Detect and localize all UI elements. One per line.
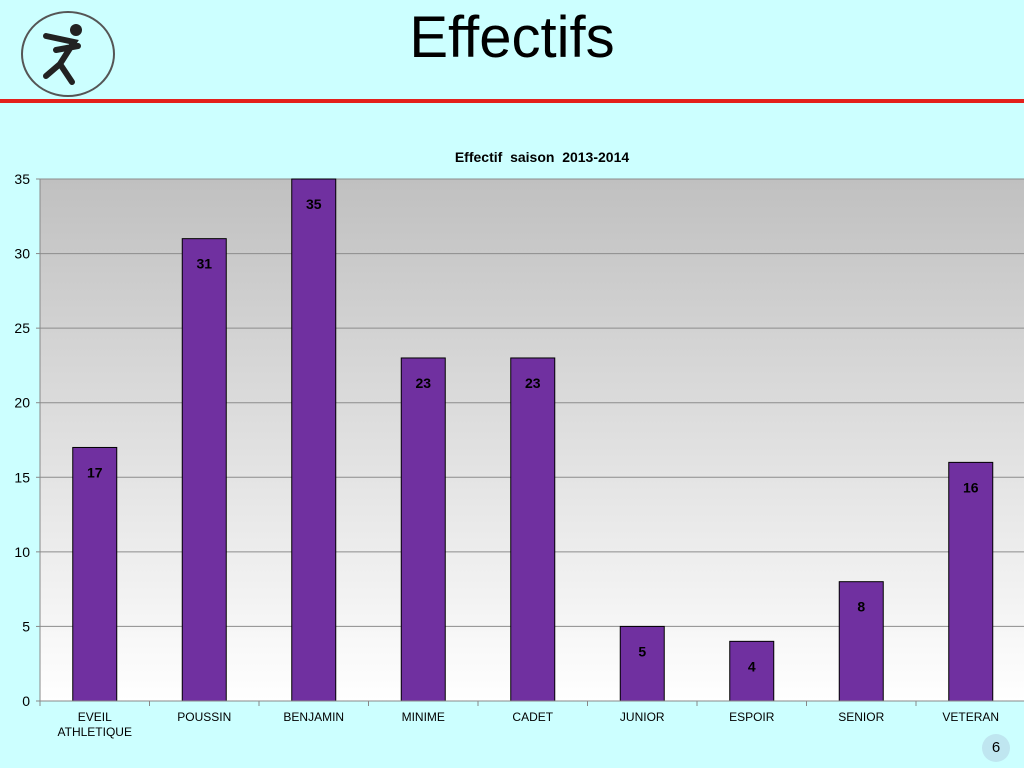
y-tick-label: 5: [22, 618, 30, 634]
x-tick-label: ESPOIR: [729, 710, 775, 724]
x-tick-label: SENIOR: [838, 710, 884, 724]
bar: [181, 238, 227, 702]
bar: [510, 357, 556, 702]
title-divider: [0, 99, 1024, 103]
y-tick-label: 10: [14, 544, 30, 560]
y-tick-label: 20: [14, 395, 30, 411]
y-tick-label: 25: [14, 320, 30, 336]
slide-title: Effectifs: [409, 5, 615, 70]
y-tick-label: 30: [14, 246, 30, 262]
bar: [619, 625, 665, 702]
y-tick-label: 15: [14, 469, 30, 485]
y-tick-label: 35: [14, 171, 30, 187]
x-tick-label: BENJAMIN: [283, 710, 344, 724]
bar: [400, 357, 446, 702]
bar: [729, 640, 775, 702]
x-tick-label: JUNIOR: [620, 710, 665, 724]
data-label: 5: [638, 643, 646, 659]
data-label: 23: [525, 375, 541, 391]
bar: [948, 461, 994, 702]
data-label: 4: [748, 658, 756, 674]
chart-title: Effectif saison 2013-2014: [455, 149, 630, 165]
page-number: 6: [982, 734, 1010, 762]
x-tick-label: EVEIL: [78, 710, 112, 724]
data-label: 17: [87, 464, 103, 480]
x-tick-label: ATHLETIQUE: [58, 725, 132, 739]
bar: [291, 178, 337, 702]
data-label: 35: [306, 196, 322, 212]
data-label: 31: [196, 256, 212, 272]
x-tick-label: MINIME: [402, 710, 445, 724]
x-tick-label: VETERAN: [942, 710, 999, 724]
x-tick-label: POUSSIN: [177, 710, 231, 724]
club-logo: [21, 11, 115, 97]
y-tick-label: 0: [22, 693, 30, 709]
x-tick-label: CADET: [512, 710, 553, 724]
data-label: 8: [857, 599, 865, 615]
data-label: 16: [963, 479, 979, 495]
bar: [72, 446, 118, 702]
data-label: 23: [415, 375, 431, 391]
bar-chart: Effectif saison 2013-2014 0 5 10 15 20 25 30 35…: [14, 149, 1024, 739]
